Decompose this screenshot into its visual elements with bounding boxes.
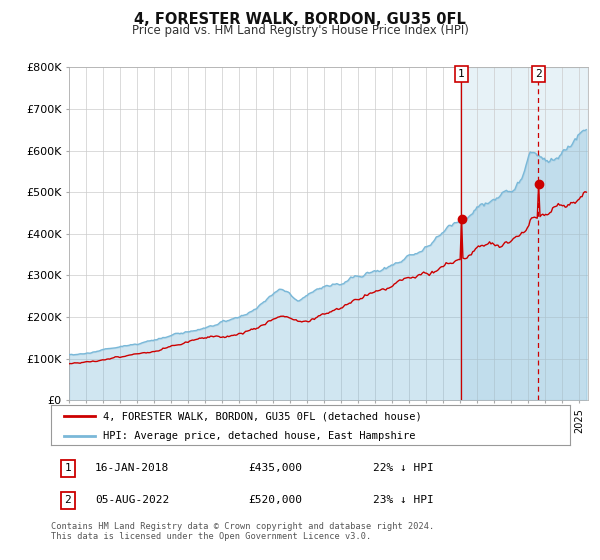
Text: 05-AUG-2022: 05-AUG-2022: [95, 495, 169, 505]
Text: 1: 1: [64, 463, 71, 473]
Text: 4, FORESTER WALK, BORDON, GU35 0FL: 4, FORESTER WALK, BORDON, GU35 0FL: [134, 12, 466, 27]
Text: £435,000: £435,000: [248, 463, 302, 473]
Text: 16-JAN-2018: 16-JAN-2018: [95, 463, 169, 473]
Text: 2: 2: [535, 69, 542, 80]
Text: 2: 2: [64, 495, 71, 505]
Text: Contains HM Land Registry data © Crown copyright and database right 2024.
This d: Contains HM Land Registry data © Crown c…: [51, 522, 434, 542]
Bar: [461, 67, 588, 400]
Text: £520,000: £520,000: [248, 495, 302, 505]
Text: 22% ↓ HPI: 22% ↓ HPI: [373, 463, 434, 473]
Text: 23% ↓ HPI: 23% ↓ HPI: [373, 495, 434, 505]
Text: Price paid vs. HM Land Registry's House Price Index (HPI): Price paid vs. HM Land Registry's House …: [131, 24, 469, 36]
Text: 4, FORESTER WALK, BORDON, GU35 0FL (detached house): 4, FORESTER WALK, BORDON, GU35 0FL (deta…: [103, 411, 422, 421]
Text: 1: 1: [458, 69, 464, 80]
Text: HPI: Average price, detached house, East Hampshire: HPI: Average price, detached house, East…: [103, 431, 415, 441]
